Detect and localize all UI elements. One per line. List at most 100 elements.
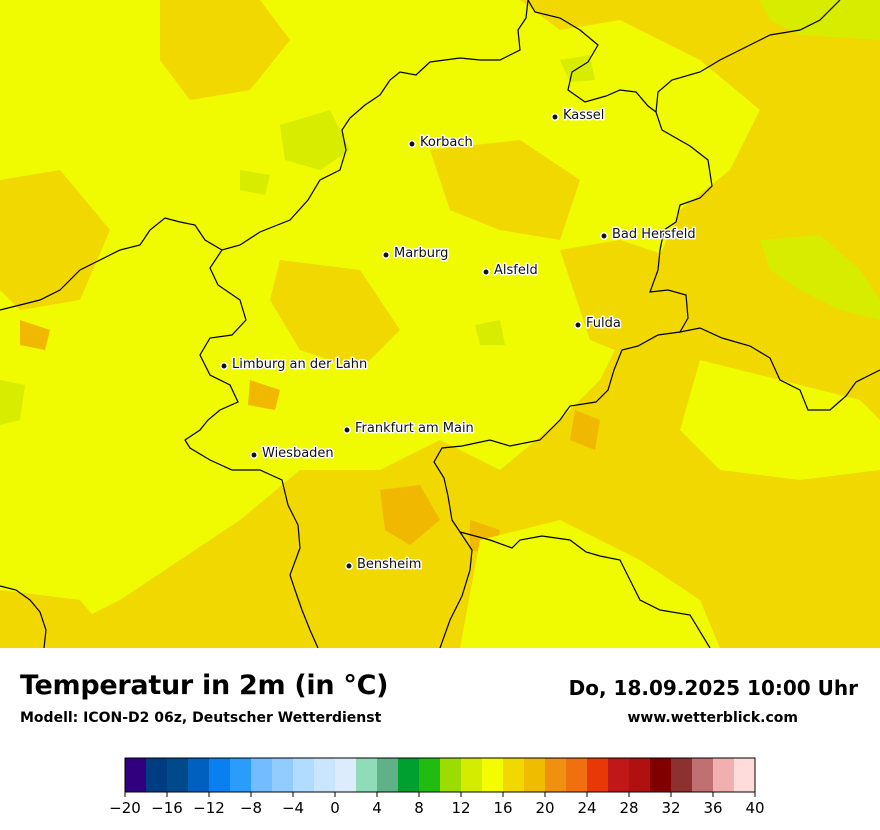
scale-bin xyxy=(461,758,483,792)
scale-tick-label: 36 xyxy=(703,799,722,817)
city-label: Kassel xyxy=(563,108,604,123)
field-zone-cold-2 xyxy=(240,170,270,195)
scale-bin xyxy=(629,758,651,792)
scale-bin xyxy=(524,758,546,792)
scale-bin xyxy=(167,758,189,792)
field-zone-mild-east xyxy=(680,360,880,480)
scale-tick-label: 4 xyxy=(372,799,382,817)
city-wiesbaden: Wiesbaden xyxy=(250,445,335,463)
field-zone-warm-center-3 xyxy=(270,260,400,370)
field-zone-warm-east xyxy=(560,240,700,360)
field-zone-cold-4 xyxy=(760,235,880,320)
city-marburg: Marburg xyxy=(382,245,450,263)
scale-bin xyxy=(608,758,630,792)
field-zone-warm-center xyxy=(160,0,290,100)
field-zone-hot-5 xyxy=(570,410,600,450)
city-label: Marburg xyxy=(394,246,448,261)
scale-bin xyxy=(314,758,336,792)
scale-tick-label: 28 xyxy=(619,799,638,817)
temperature-field xyxy=(0,0,880,648)
scale-bin xyxy=(398,758,420,792)
city-label: Fulda xyxy=(586,316,621,331)
scale-bin xyxy=(587,758,609,792)
city-dot xyxy=(482,268,490,276)
city-alsfeld: Alsfeld xyxy=(482,262,539,280)
scale-bin xyxy=(251,758,273,792)
scale-bin xyxy=(209,758,231,792)
field-zone-mild-southeast xyxy=(460,520,720,648)
city-label: Frankfurt am Main xyxy=(355,421,474,436)
city-dot xyxy=(343,426,351,434)
scale-bin xyxy=(503,758,525,792)
city-frankfurt-am-main: Frankfurt am Main xyxy=(343,420,475,438)
map-footer: Temperatur in 2m (in °C) Modell: ICON-D2… xyxy=(0,648,880,830)
border-hesse-outline xyxy=(0,0,529,311)
scale-tick-label: 16 xyxy=(493,799,512,817)
scale-tick-label: −20 xyxy=(109,799,141,817)
scale-tick-label: −8 xyxy=(240,799,262,817)
scale-bin xyxy=(440,758,462,792)
city-label: Wiesbaden xyxy=(262,446,334,461)
scale-bin xyxy=(125,758,147,792)
field-zone-cold-5 xyxy=(475,320,505,345)
scale-bin xyxy=(713,758,735,792)
scale-bin xyxy=(734,758,756,792)
city-label: Korbach xyxy=(420,135,473,150)
field-zone-hot-3 xyxy=(20,320,50,350)
field-zone-cold-1 xyxy=(280,110,350,170)
city-label: Bensheim xyxy=(357,557,421,572)
border-west xyxy=(184,249,319,648)
city-dot xyxy=(551,113,559,121)
scale-bin xyxy=(419,758,441,792)
scale-bin xyxy=(545,758,567,792)
city-fulda: Fulda xyxy=(574,315,622,333)
scale-tick-label: −12 xyxy=(193,799,225,817)
map-title: Temperatur in 2m (in °C) xyxy=(20,670,389,701)
border-southeast xyxy=(433,331,681,648)
city-label: Bad Hersfeld xyxy=(612,227,696,242)
forecast-datetime: Do, 18.09.2025 10:00 Uhr xyxy=(568,676,858,700)
scale-tick-label: 20 xyxy=(535,799,554,817)
state-borders xyxy=(0,0,880,648)
scale-bin xyxy=(482,758,504,792)
field-zone-warm-southwest xyxy=(0,590,120,648)
scale-bin xyxy=(230,758,252,792)
field-zone-cold-7 xyxy=(0,380,25,425)
city-korbach: Korbach xyxy=(408,134,474,152)
website-link[interactable]: www.wetterblick.com xyxy=(627,710,799,726)
scale-tick-label: 12 xyxy=(451,799,470,817)
field-zone-hot-4 xyxy=(248,380,280,410)
city-label: Limburg an der Lahn xyxy=(232,357,367,372)
field-zone-warm-center-2 xyxy=(430,140,580,240)
city-kassel: Kassel xyxy=(551,107,606,125)
scale-bin xyxy=(671,758,693,792)
scale-frame xyxy=(124,757,756,793)
scale-tick-label: 32 xyxy=(661,799,680,817)
scale-bin xyxy=(335,758,357,792)
border-south-bavaria xyxy=(459,531,711,648)
field-zone-hot-1 xyxy=(380,485,440,545)
scale-tick-label: 8 xyxy=(414,799,424,817)
city-dot xyxy=(600,232,608,240)
field-zone-warm-west xyxy=(0,170,110,310)
city-bensheim: Bensheim xyxy=(345,556,423,574)
model-info: Modell: ICON-D2 06z, Deutscher Wetterdie… xyxy=(20,710,382,726)
city-dot xyxy=(220,362,228,370)
scale-bin xyxy=(272,758,294,792)
scale-bin xyxy=(356,758,378,792)
city-limburg-an-der-lahn: Limburg an der Lahn xyxy=(220,356,369,374)
scale-tick-label: 40 xyxy=(745,799,764,817)
temperature-color-scale: −20 −16 −12 −8 −4 0 4 8 12 16 20 24 28 32 36 40 xyxy=(109,757,765,817)
scale-bin xyxy=(293,758,315,792)
city-markers: Kassel Korbach Bad Hersfeld Marburg Alsfeld F… xyxy=(220,107,697,574)
city-bad-hersfeld: Bad Hersfeld xyxy=(600,226,697,244)
scale-bin xyxy=(188,758,210,792)
city-dot xyxy=(574,321,582,329)
city-dot xyxy=(250,451,258,459)
border-east xyxy=(649,111,880,411)
border-southwest-corner xyxy=(0,585,47,648)
city-dot xyxy=(408,140,416,148)
scale-tick-label: 24 xyxy=(577,799,596,817)
border-northeast xyxy=(527,0,841,114)
scale-tick-label: −16 xyxy=(151,799,183,817)
